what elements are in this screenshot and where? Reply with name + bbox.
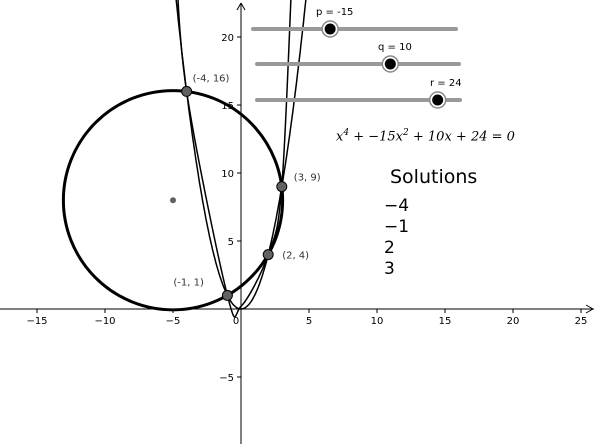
x-tick-label: 15 [439,316,452,327]
slider-knob[interactable] [384,58,396,70]
x-tick-label: 5 [306,316,312,327]
y-tick-label: 5 [228,237,234,248]
slider-q[interactable]: q = 10 [255,42,461,73]
slider-panel: p = -15 q = 10 r = 24 [251,7,462,109]
equation-mid1: + −15 [349,129,396,145]
equation-exp2: 2 [403,128,409,138]
solution-item: −1 [384,217,410,237]
slider-label: r = 24 [430,78,462,89]
y-tick-label: 10 [221,169,234,180]
circle-curve[interactable] [61,89,285,312]
x-tick-label: 20 [507,316,520,327]
parabola-curve[interactable] [174,0,307,310]
intersection-points: (-4, 16) (3, 9) (2, 4) (-1, 1) [173,73,321,301]
x-tick-label: −10 [94,316,115,327]
x-tick-label: −15 [26,316,47,327]
slider-label: q = 10 [378,42,412,53]
x-tick-label: 0 [233,316,239,327]
solutions-title: Solutions [390,166,478,188]
equation-mid2: + 10x + 24 = 0 [408,129,515,145]
equation-exp4: 4 [343,128,350,138]
slider-r[interactable]: r = 24 [255,78,462,109]
point-label: (2, 4) [282,251,309,262]
point-label: (3, 9) [294,173,321,184]
point-label: (-4, 16) [193,73,230,84]
intersection-point[interactable] [221,289,233,301]
y-tick-label: 20 [221,33,234,44]
slider-knob[interactable] [432,94,444,106]
intersection-point[interactable] [262,249,274,261]
solutions-list: −4 −1 2 3 [384,196,409,280]
equation-var: x [336,129,344,145]
slider-knob[interactable] [324,23,336,35]
solution-item: 2 [384,238,395,258]
point-label: (-1, 1) [173,277,204,288]
y-axis-arrow-icon [236,2,246,11]
x-tick-group: −15 −10 −5 0 5 10 15 20 25 [26,309,587,327]
solution-item: −4 [384,196,410,216]
x-axis-arrow-icon [585,304,594,314]
solution-item: 3 [384,259,395,279]
circle-center-point[interactable] [170,197,176,204]
y-tick-label: −5 [219,373,234,384]
slider-p[interactable]: p = -15 [251,7,458,38]
x-tick-label: 10 [371,316,384,327]
x-tick-label: 25 [575,316,588,327]
equation-text: x4 + −15x2 + 10x + 24 = 0 [336,128,515,144]
intersection-point[interactable] [276,181,288,193]
x-tick-label: −5 [166,316,181,327]
intersection-point[interactable] [181,85,193,97]
equation-var2: x [395,129,404,145]
slider-label: p = -15 [316,7,353,18]
